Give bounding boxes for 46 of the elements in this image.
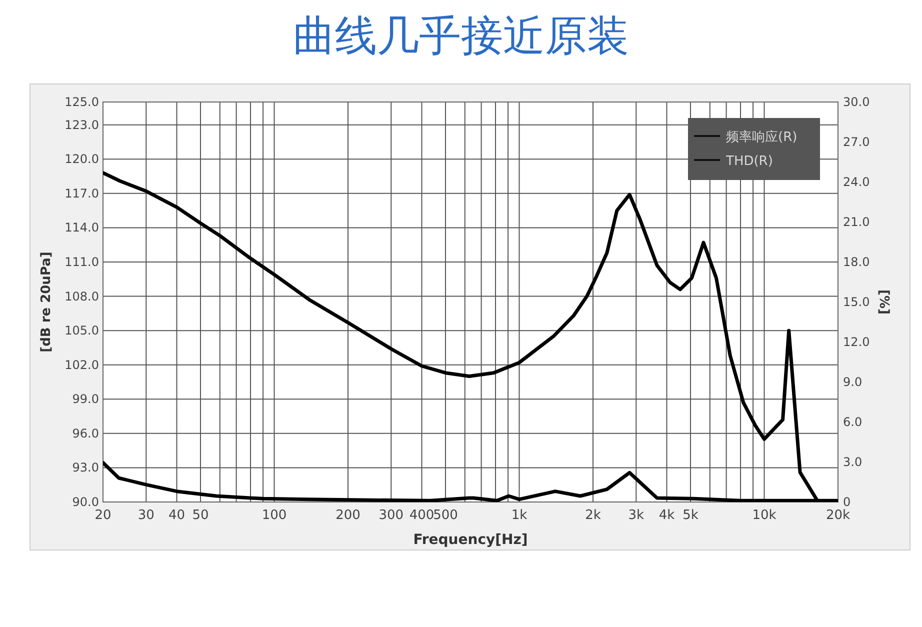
y-tick-label: 114.0 — [64, 220, 99, 235]
x-tick-label: 400 — [409, 508, 434, 523]
y2-tick-label: 15.0 — [843, 295, 870, 309]
x-tick-label: 1k — [511, 508, 528, 523]
y-axis-title: [dB re 20uPa] — [39, 252, 54, 352]
x-tick-label: 200 — [336, 508, 360, 523]
y2-tick-label: 12.0 — [843, 335, 870, 349]
y2-tick-label: 18.0 — [843, 255, 870, 269]
x-tick-label: 50 — [192, 508, 209, 523]
y2-tick-label: 21.0 — [843, 215, 870, 229]
y-tick-label: 108.0 — [64, 289, 99, 304]
y-tick-label: 105.0 — [64, 324, 99, 338]
legend-label: 频率响应(R) — [726, 129, 798, 145]
y2-tick-label: 30.0 — [843, 95, 870, 109]
y2-axis-title: [%] — [876, 290, 891, 314]
y2-tick-label: 24.0 — [843, 175, 870, 189]
x-tick-label: 40 — [168, 508, 186, 523]
x-tick-label: 300 — [378, 508, 404, 523]
y2-tick-label: 6.0 — [843, 415, 862, 429]
x-tick-label: 3k — [628, 508, 645, 523]
y-tick-label: 96.0 — [72, 426, 99, 440]
x-tick-label: 2k — [585, 508, 602, 523]
y-tick-label: 99.0 — [72, 392, 99, 406]
x-tick-label: 5k — [682, 508, 699, 523]
y-tick-label: 111.0 — [64, 255, 99, 269]
y2-tick-label: 0 — [843, 495, 851, 509]
x-tick-label: 4k — [658, 508, 676, 523]
y-tick-label: 102.0 — [64, 358, 99, 372]
y2-tick-label: 9.0 — [843, 375, 862, 389]
y2-tick-label: 3.0 — [843, 455, 862, 469]
x-tick-label: 100 — [262, 508, 287, 523]
y-tick-label: 93.0 — [72, 460, 99, 475]
legend-label: THD(R) — [725, 154, 773, 169]
x-tick-label: 30 — [138, 508, 154, 523]
y-tick-label: 125.0 — [64, 95, 99, 109]
x-tick-label: 10k — [752, 508, 777, 523]
y-tick-label: 90.0 — [72, 495, 99, 509]
y2-tick-label: 27.0 — [843, 135, 870, 149]
x-axis-title: Frequency[Hz] — [413, 532, 528, 548]
x-tick-label: 20 — [94, 508, 112, 523]
y-tick-label: 123.0 — [64, 118, 99, 132]
x-tick-label: 500 — [433, 508, 458, 523]
chart-title: 曲线几乎接近原装 — [293, 11, 629, 60]
y-tick-label: 120.0 — [64, 152, 99, 166]
x-tick-label: 20k — [826, 508, 851, 523]
y-tick-label: 117.0 — [64, 186, 99, 200]
